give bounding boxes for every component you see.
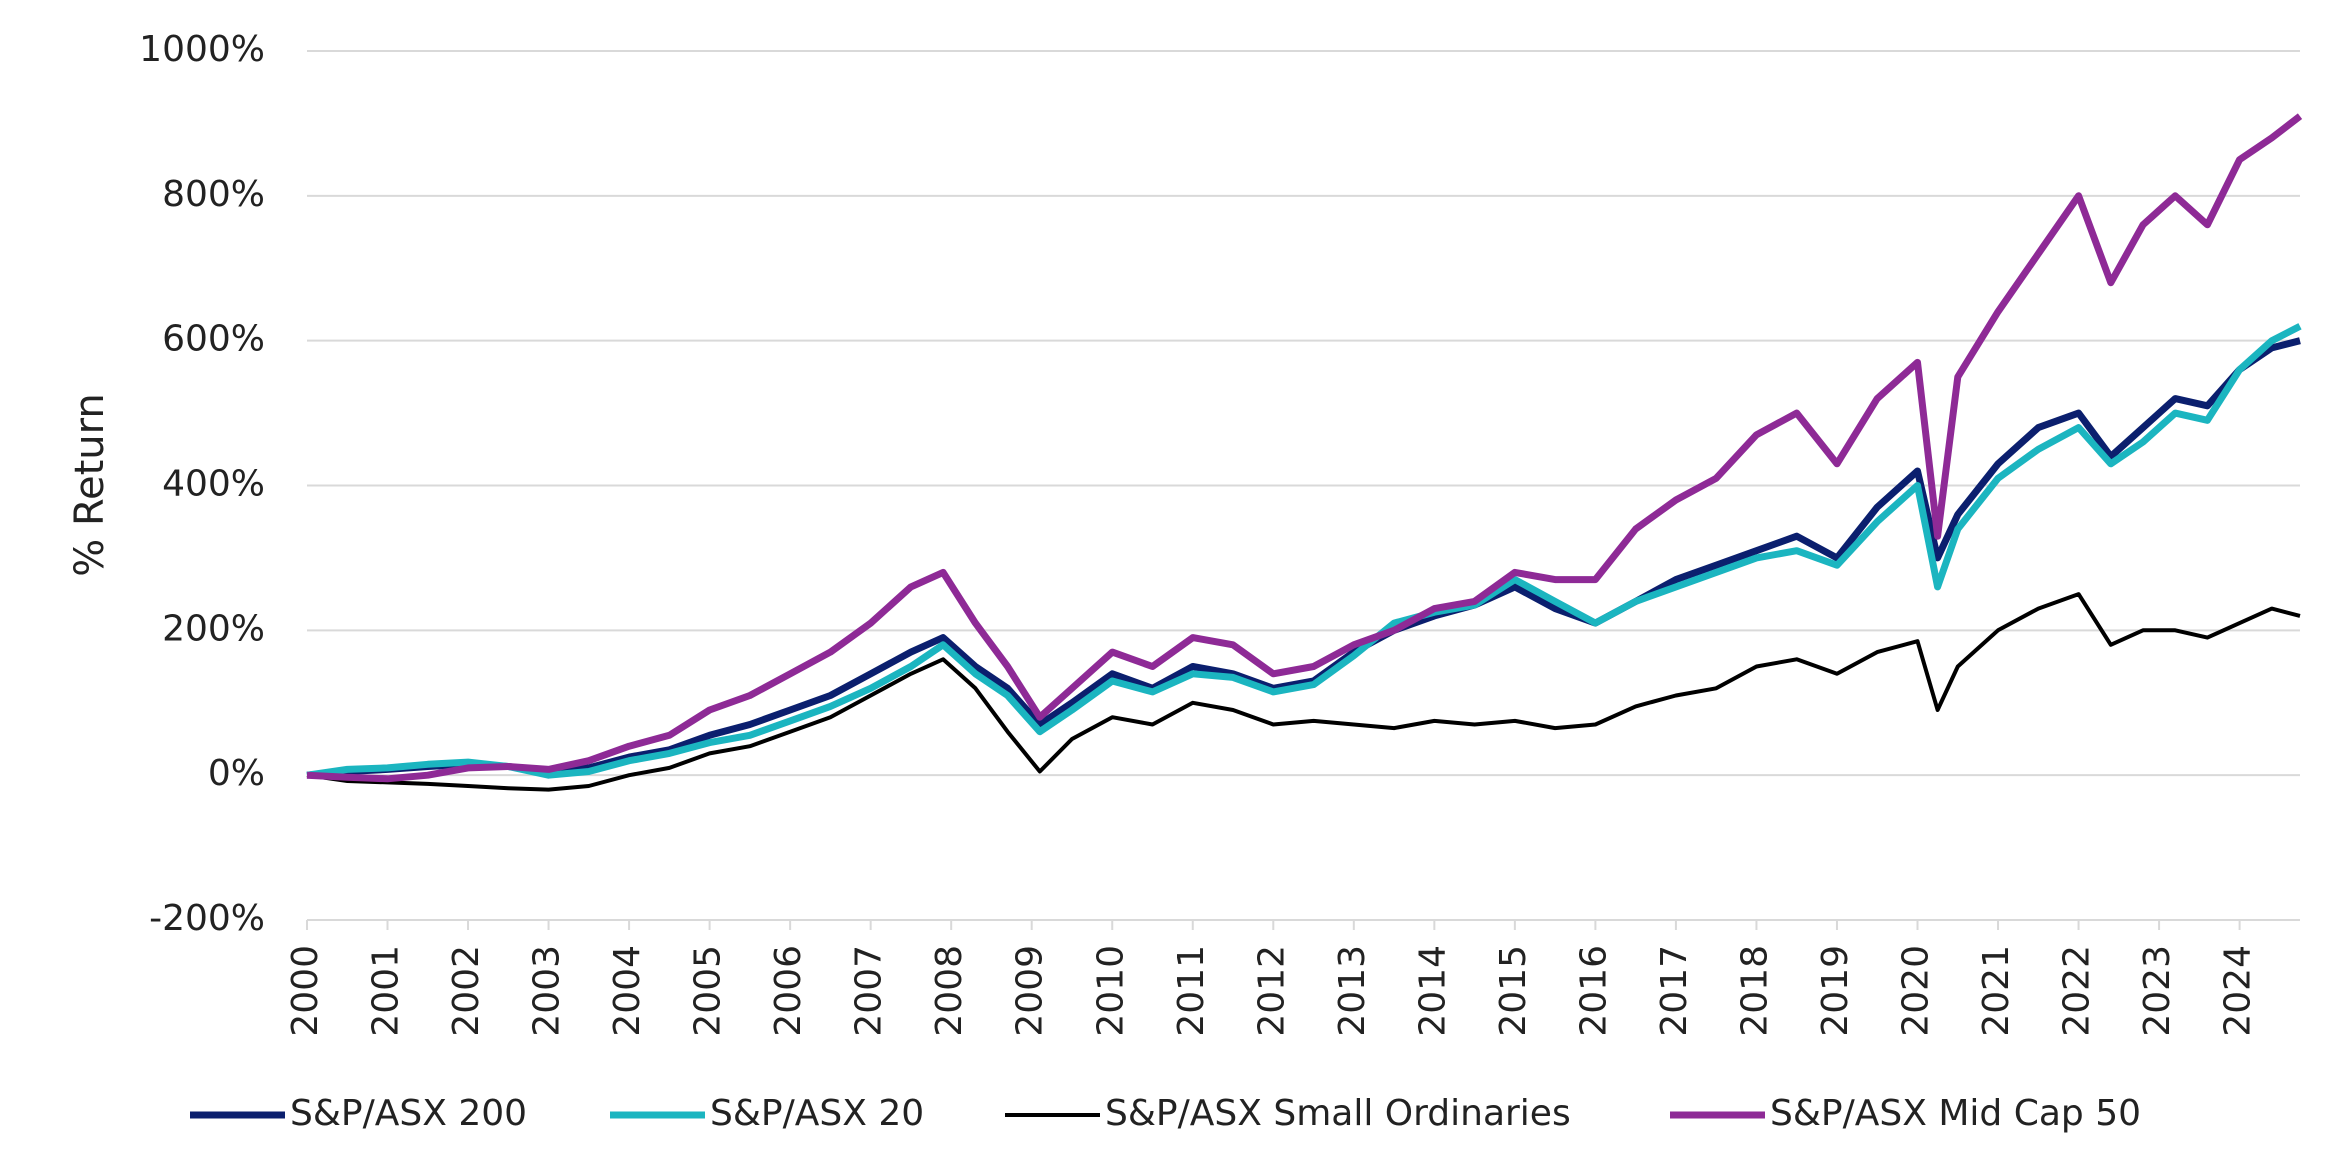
y-tick-label: 200% <box>162 608 265 649</box>
y-tick-label: 800% <box>162 174 265 215</box>
x-tick-label: 2010 <box>1090 945 1131 1037</box>
x-tick-label: 2003 <box>527 945 568 1037</box>
legend-label: S&P/ASX 20 <box>710 1093 924 1134</box>
x-tick-label: 2002 <box>446 945 487 1037</box>
x-tick-label: 2018 <box>1734 945 1775 1037</box>
x-tick-label: 2023 <box>2137 945 2178 1037</box>
x-tick-label: 2005 <box>688 945 729 1037</box>
x-tick-label: 2013 <box>1332 945 1373 1037</box>
y-tick-label: 600% <box>162 319 265 360</box>
x-tick-label: 2008 <box>929 945 970 1037</box>
legend-label: S&P/ASX Mid Cap 50 <box>1770 1093 2141 1134</box>
x-tick-label: 2017 <box>1654 945 1695 1037</box>
x-tick-label: 2001 <box>366 945 407 1037</box>
y-tick-label: 0% <box>208 753 265 794</box>
x-tick-label: 2019 <box>1815 945 1856 1037</box>
x-tick-label: 2011 <box>1171 945 1212 1037</box>
series-line <box>306 592 2301 792</box>
x-tick-label: 2007 <box>849 945 890 1037</box>
legend-label: S&P/ASX 200 <box>290 1093 527 1134</box>
y-tick-label: 400% <box>162 464 265 505</box>
x-tick-label: 2021 <box>1976 945 2017 1037</box>
x-tick-label: 2000 <box>285 945 326 1037</box>
y-tick-label: -200% <box>149 898 265 939</box>
y-axis-title: % Return <box>67 393 113 576</box>
x-tick-label: 2009 <box>1010 945 1051 1037</box>
series-line <box>306 113 2303 783</box>
x-tick-label: 2016 <box>1573 945 1614 1037</box>
x-tick-label: 2014 <box>1412 945 1453 1037</box>
x-tick-label: 2015 <box>1493 945 1534 1037</box>
x-tick-label: 2022 <box>2057 945 2098 1037</box>
x-tick-label: 2012 <box>1251 945 1292 1037</box>
y-tick-label: 1000% <box>139 29 265 70</box>
x-tick-label: 2006 <box>768 945 809 1037</box>
series-line <box>306 323 2302 779</box>
series-line <box>306 337 2301 779</box>
legend-label: S&P/ASX Small Ordinaries <box>1105 1093 1571 1134</box>
x-tick-label: 2004 <box>607 945 648 1037</box>
x-tick-label: 2020 <box>1896 945 1937 1037</box>
x-tick-label: 2024 <box>2218 945 2259 1037</box>
